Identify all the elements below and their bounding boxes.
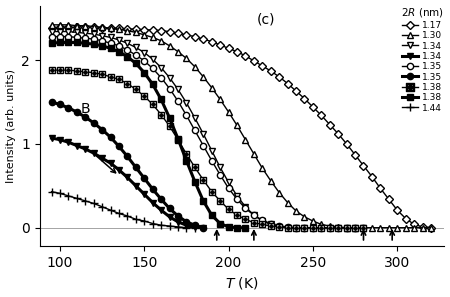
X-axis label: $T$ (K): $T$ (K): [225, 275, 259, 291]
Text: (c): (c): [257, 13, 275, 27]
Text: B: B: [80, 102, 90, 116]
Legend: 1.17, 1.30, 1.34, 1.34, 1.35, 1.35, 1.38, 1.38, 1.44: 1.17, 1.30, 1.34, 1.34, 1.35, 1.35, 1.38…: [400, 7, 444, 113]
Text: A: A: [72, 22, 81, 37]
Y-axis label: Intensity (arb. units): Intensity (arb. units): [5, 69, 16, 183]
